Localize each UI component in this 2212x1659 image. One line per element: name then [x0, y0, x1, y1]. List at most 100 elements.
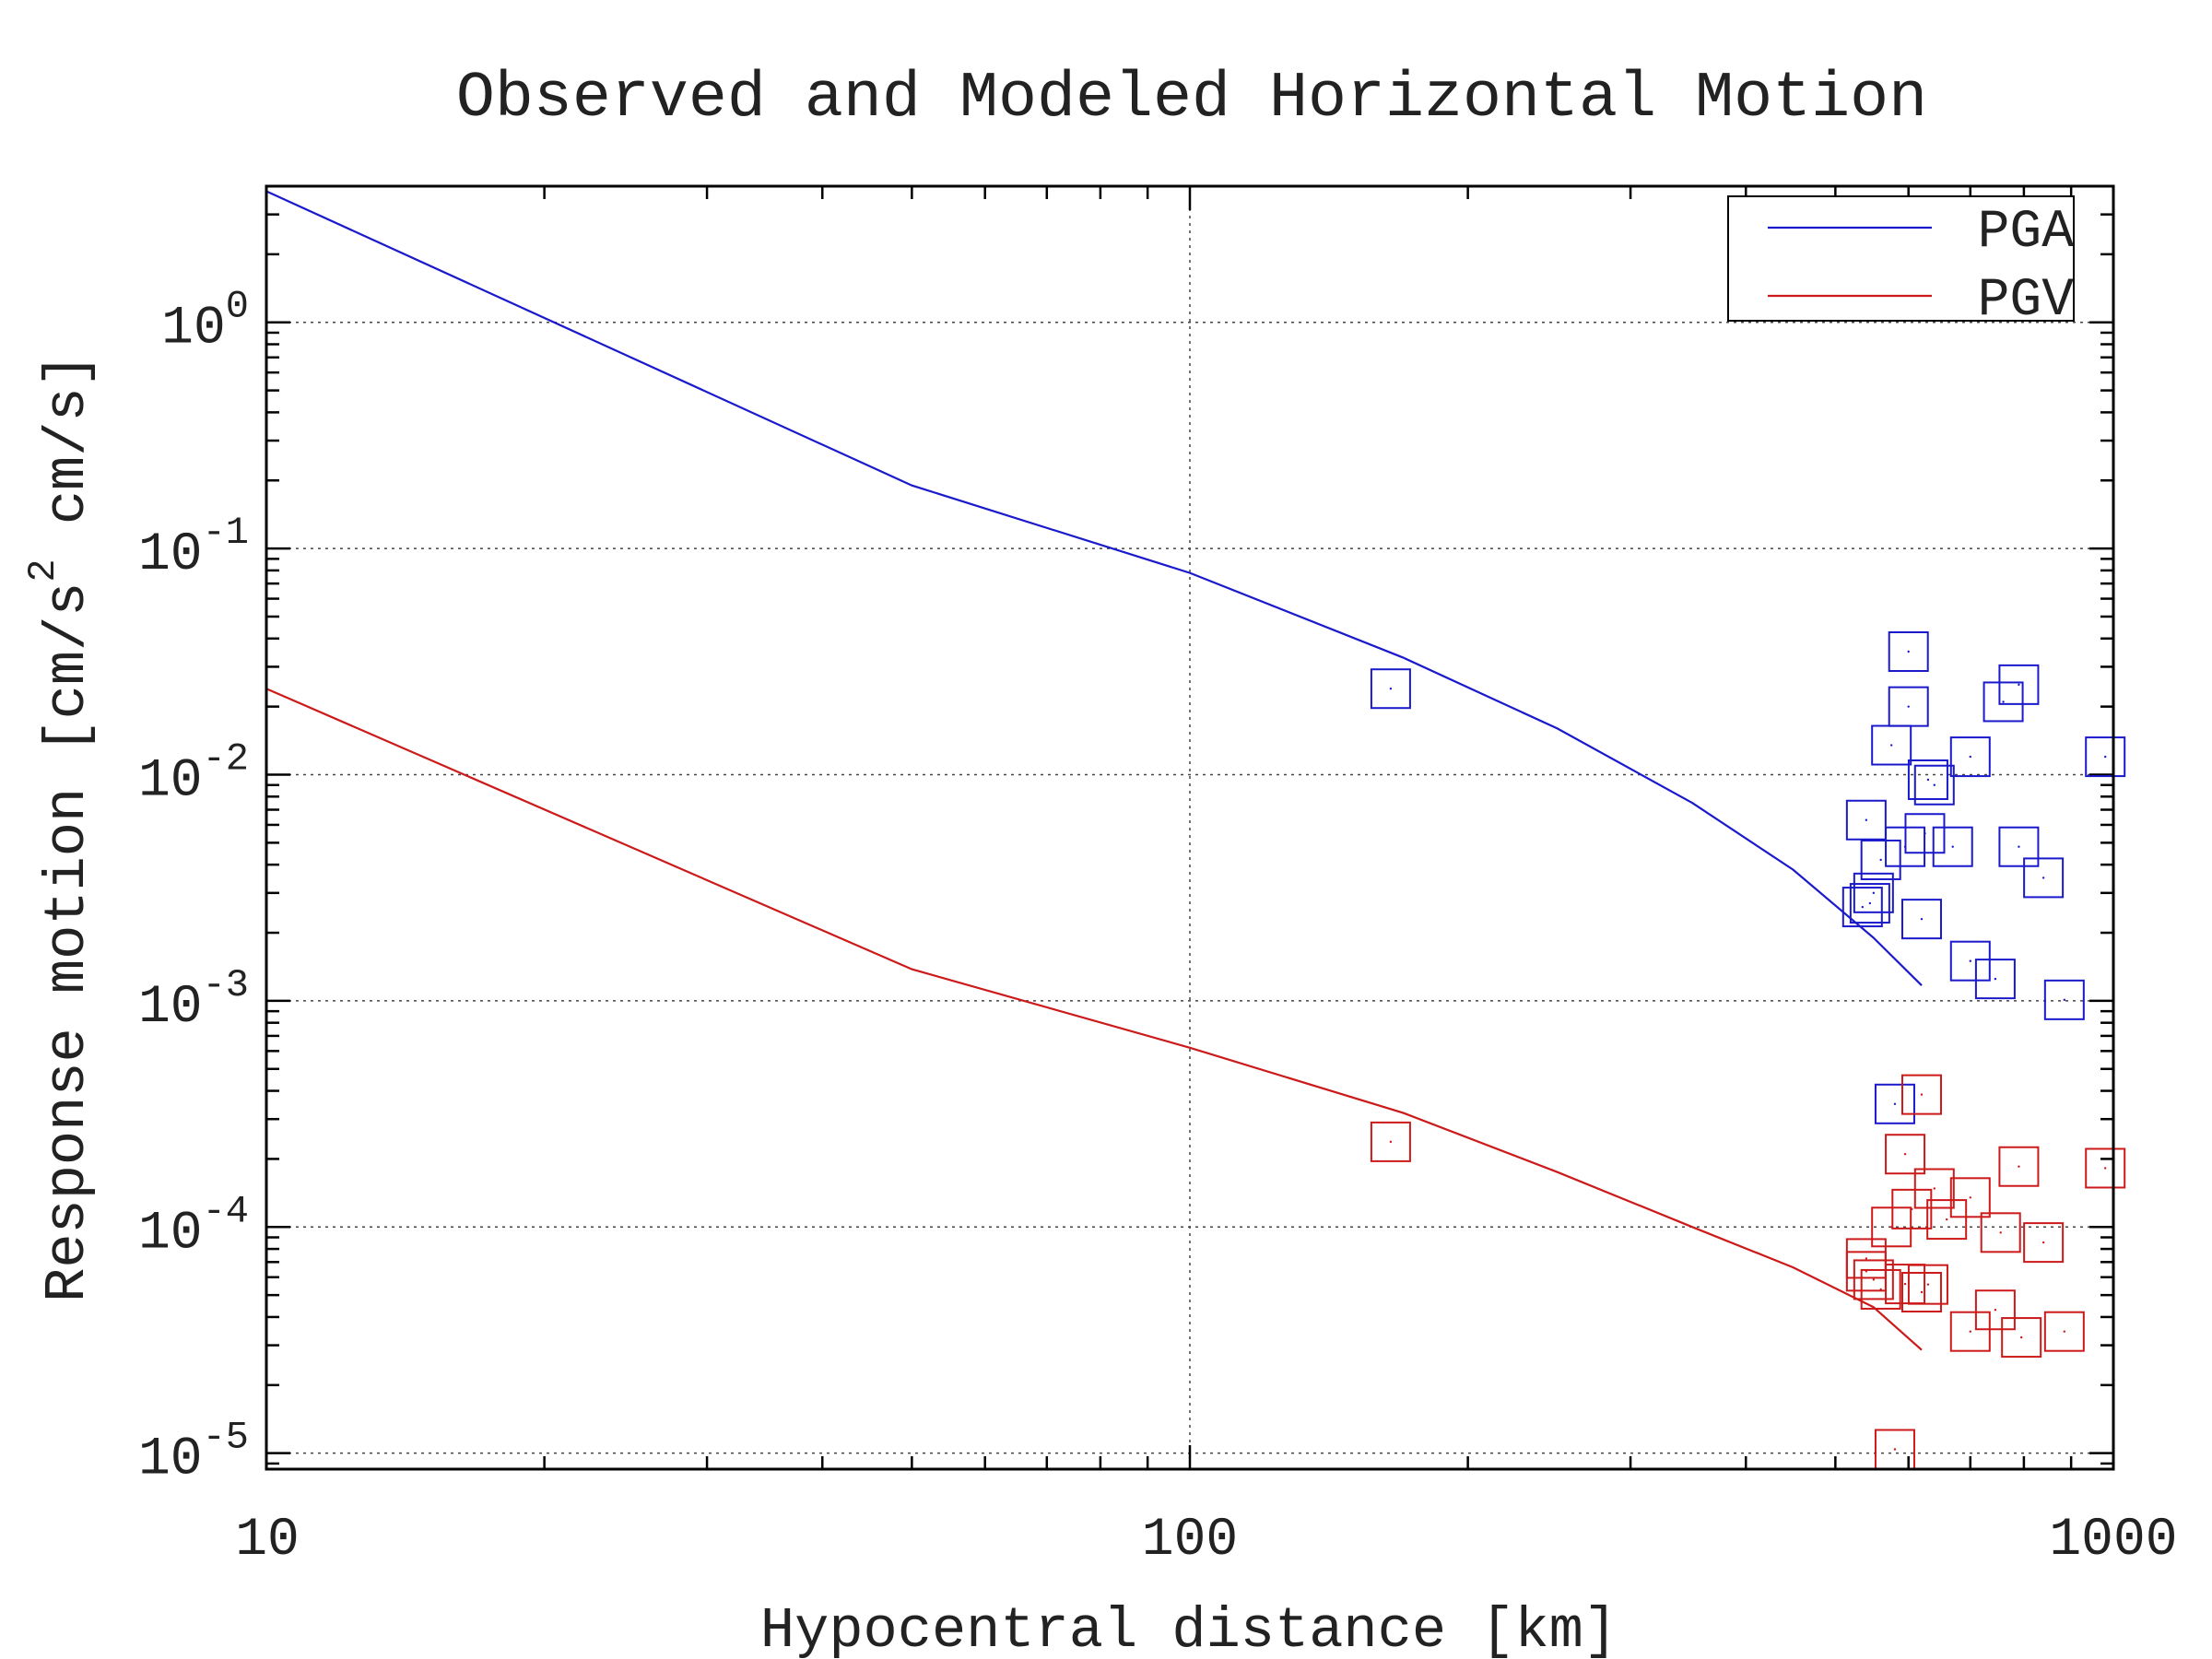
observed-point-center	[1865, 1257, 1868, 1260]
y-tick-base: 10	[138, 752, 203, 812]
y-tick-exponent: -1	[203, 511, 249, 555]
observed-point-center	[1945, 1218, 1948, 1221]
observed-point-center	[2018, 845, 2020, 848]
y-tick-base: 10	[138, 978, 203, 1038]
observed-point-PGA	[1841, 887, 1883, 928]
series-PGA	[265, 190, 2126, 1124]
observed-point-center	[1920, 1290, 1924, 1294]
observed-point-center	[1907, 650, 1910, 653]
y-tick-exponent: -5	[203, 1416, 249, 1460]
observed-point-center	[1969, 1196, 1971, 1199]
series-layer	[265, 190, 2126, 1470]
observed-point-PGA	[1913, 764, 1955, 806]
observed-point-PGA	[2023, 857, 2065, 899]
observed-point-PGV	[1907, 1264, 1948, 1305]
observed-point-PGA	[1874, 1083, 1915, 1124]
observed-point-center	[1889, 744, 1893, 747]
observed-point-center	[1951, 845, 1954, 848]
observed-point-PGV	[1900, 1074, 1942, 1115]
observed-point-PGV	[1913, 1168, 1955, 1209]
model-line-PGV	[265, 688, 1923, 1351]
observed-point-PGV	[2043, 1311, 2085, 1352]
chart-title: Observed and Modeled Horizontal Motion	[456, 63, 1927, 135]
observed-point-PGV	[1949, 1177, 1991, 1218]
observed-point-PGA	[1974, 959, 2016, 1000]
observed-point-PGA	[1888, 631, 1929, 673]
observed-point-PGA	[1860, 839, 1901, 880]
y-tick-label-exp-3: 10-3	[138, 963, 249, 1038]
observed-point-center	[1933, 1187, 1936, 1190]
observed-point-center	[1969, 1330, 1971, 1333]
observed-point-center	[2063, 998, 2066, 1002]
observed-point-PGA	[1932, 826, 1973, 867]
observed-point-PGV	[1871, 1206, 1912, 1248]
y-tick-exponent: -2	[203, 737, 249, 782]
observed-point-center	[1969, 755, 1971, 759]
legend: PGA PGV	[1727, 195, 2075, 331]
observed-point-center	[1861, 905, 1865, 909]
x-tick-labels: 10 100 1000	[235, 1511, 2177, 1571]
observed-point-PGA	[1949, 736, 1991, 778]
observed-point-PGA	[1370, 668, 1411, 710]
observed-point-center	[1889, 1226, 1893, 1229]
observed-point-PGV	[1980, 1212, 2021, 1253]
observed-point-PGA	[1845, 799, 1887, 841]
observed-point-center	[1994, 1309, 1997, 1312]
observed-point-PGV	[2023, 1222, 2065, 1264]
plot-frame	[265, 184, 2115, 1471]
observed-point-center	[1903, 845, 1907, 848]
observed-point-center	[1920, 1093, 1924, 1096]
legend-label-PGV: PGV	[1978, 271, 2075, 331]
observed-point-PGA	[1949, 940, 1991, 982]
y-tick-label-exp-5: 10-5	[138, 1416, 249, 1490]
observed-point-center	[1969, 959, 1971, 962]
observed-point-center	[2063, 1330, 2066, 1333]
y-tick-exponent: -3	[203, 963, 249, 1007]
observed-point-center	[1879, 1288, 1882, 1291]
observed-point-PGA	[1998, 826, 2040, 867]
observed-point-center	[2104, 755, 2107, 759]
observed-point-center	[1926, 1283, 1930, 1286]
observed-point-center	[1903, 1153, 1907, 1156]
y-tick-label-exp-1: 10-1	[138, 511, 249, 585]
observed-point-center	[2019, 1335, 2023, 1339]
observed-point-center	[2104, 1167, 2107, 1170]
observed-point-PGV	[1370, 1121, 1411, 1162]
observed-point-PGV	[1885, 1264, 1926, 1305]
observed-point-PGV	[1891, 1188, 1933, 1230]
observed-point-center	[1865, 818, 1868, 821]
y-axis-label: Response motion [cm/s2 cm/s]	[21, 353, 100, 1302]
observed-point-PGA	[1998, 664, 2040, 705]
x-axis-label: Hypocentral distance [km]	[760, 1598, 1618, 1659]
observed-point-PGA	[1849, 883, 1890, 924]
observed-point-PGV	[2085, 1147, 2126, 1189]
observed-point-PGV	[1860, 1268, 1901, 1310]
observed-point-PGV	[1949, 1311, 1991, 1352]
observed-point-center	[1872, 891, 1876, 895]
observed-point-center	[1893, 1448, 1897, 1451]
observed-point-center	[1920, 917, 1924, 921]
observed-point-center	[1893, 1102, 1897, 1105]
y-axis-label-tail: cm/s]	[35, 353, 100, 559]
observed-point-center	[1933, 783, 1936, 786]
grid-lines	[266, 186, 2113, 1469]
y-tick-base: 10	[138, 525, 203, 585]
observed-point-PGA	[1853, 872, 1894, 913]
observed-point-center	[1999, 1231, 2002, 1234]
observed-point-center	[2018, 683, 2020, 687]
y-tick-base: 10	[138, 1430, 203, 1490]
observed-point-PGV	[1900, 1272, 1942, 1313]
observed-point-center	[2002, 700, 2005, 703]
observed-point-PGV	[1998, 1146, 2040, 1187]
observed-point-center	[2041, 1241, 2045, 1244]
x-tick-label-1000: 1000	[2049, 1511, 2177, 1571]
y-tick-exponent: -4	[203, 1189, 249, 1233]
observed-point-PGA	[1871, 724, 1912, 766]
observed-point-center	[1903, 1282, 1907, 1286]
observed-point-PGV	[1885, 1134, 1926, 1175]
observed-point-PGA	[2043, 979, 2085, 1020]
y-tick-label-exp0: 100	[161, 285, 249, 359]
observed-point-PGA	[1983, 681, 2024, 723]
observed-point-PGA	[1900, 899, 1942, 940]
